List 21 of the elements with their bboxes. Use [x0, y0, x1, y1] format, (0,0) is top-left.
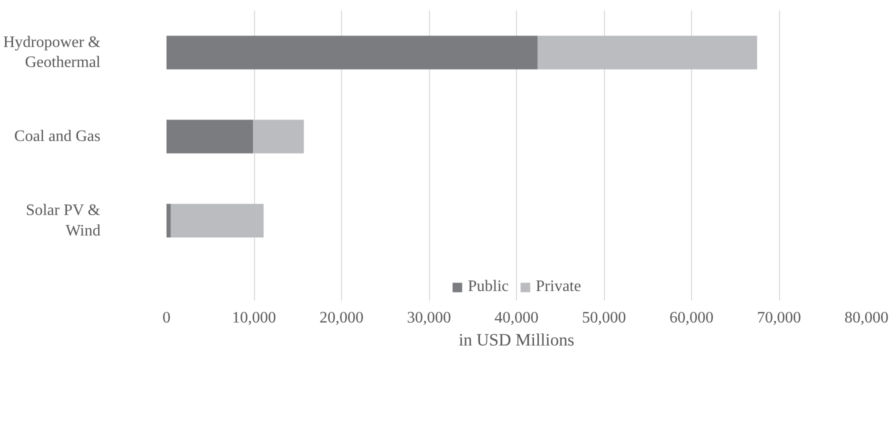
bar [166, 204, 171, 238]
bar [170, 204, 264, 238]
legend-label: Private [536, 278, 582, 296]
bar [166, 36, 538, 70]
x-tick-label: 70,000 [757, 310, 801, 326]
x-axis-title: in USD Millions [458, 330, 575, 350]
x-tick-label: 0 [162, 310, 170, 326]
y-tick-label: Coal and Gas [14, 128, 100, 146]
bar [538, 36, 758, 70]
x-tick-label: 60,000 [670, 310, 714, 326]
x-tick-label: 50,000 [582, 310, 626, 326]
x-tick-label: 20,000 [320, 310, 364, 326]
legend-label: Public [468, 278, 509, 296]
bar [253, 120, 304, 154]
x-tick-label: 40,000 [494, 310, 538, 326]
x-tick-label: 10,000 [232, 310, 276, 326]
x-tick-label: 80,000 [844, 310, 888, 326]
y-tick-label: Solar PV & Wind [26, 202, 101, 240]
bar [166, 120, 254, 154]
x-tick-label: 30,000 [407, 310, 451, 326]
y-tick-label: Hydropower & Geothermal [3, 34, 102, 72]
